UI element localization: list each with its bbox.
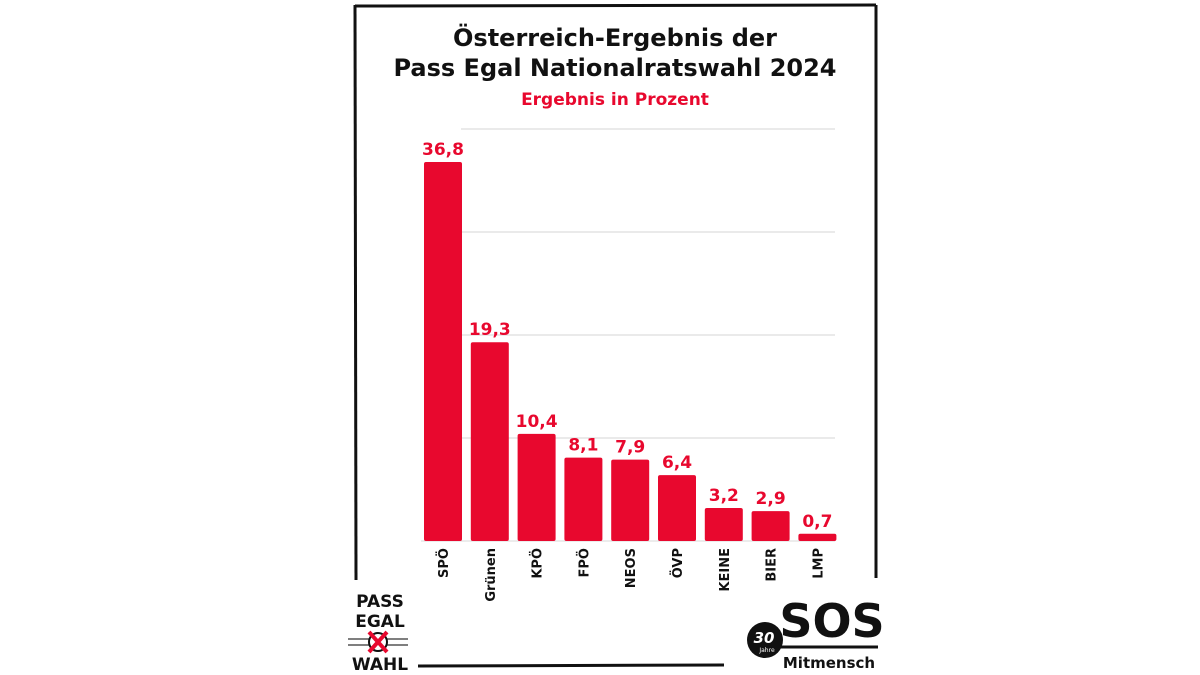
category-label: LMP xyxy=(811,548,826,579)
data-label: 3,2 xyxy=(709,486,739,506)
category-label: ÖVP xyxy=(670,548,686,578)
category-label: NEOS xyxy=(624,548,639,588)
chart-title-line-1: Österreich-Ergebnis der xyxy=(453,22,777,52)
logo-egal: EGAL xyxy=(355,612,405,632)
logo-pass: PASS xyxy=(356,592,404,612)
data-label: 2,9 xyxy=(756,489,786,509)
chart-title-line-2: Pass Egal Nationalratswahl 2024 xyxy=(393,54,836,82)
bar-Grünen xyxy=(470,342,509,541)
data-label: 8,1 xyxy=(568,436,598,456)
data-label: 6,4 xyxy=(662,453,692,473)
logo-sos: SOS xyxy=(779,594,884,648)
data-label: 19,3 xyxy=(469,320,511,340)
bar-BIER xyxy=(751,511,790,541)
frame-bottom xyxy=(417,663,725,668)
category-label: KPÖ xyxy=(530,548,546,579)
data-label: 10,4 xyxy=(516,412,558,432)
bar-ÖVP xyxy=(658,475,696,541)
bar-NEOS xyxy=(611,459,650,541)
sos-mitmensch-logo: SOS 30 Jahre Mitmensch xyxy=(747,594,885,672)
bar-FPÖ xyxy=(564,457,603,541)
data-label: 36,8 xyxy=(422,140,464,160)
category-label: KEINE xyxy=(718,548,733,592)
chart-subtitle: Ergebnis in Prozent xyxy=(521,90,709,110)
bar-SPÖ xyxy=(424,161,462,541)
logo-mitmensch: Mitmensch xyxy=(783,654,875,672)
category-label: SPÖ xyxy=(436,548,452,578)
cross-icon xyxy=(367,630,389,654)
logo-wahl: WAHL xyxy=(352,655,408,675)
data-label: 7,9 xyxy=(615,438,645,458)
frame-left xyxy=(353,4,358,581)
category-label: FPÖ xyxy=(576,548,592,577)
badge-text: Jahre xyxy=(758,647,775,654)
anniversary-badge xyxy=(747,622,783,658)
frame-top xyxy=(354,3,877,8)
bars: 36,8 SPÖ 19,3 Grünen 10,4 KPÖ 8,1 FPÖ 7,9 NEOS 6,4… xyxy=(422,140,837,602)
category-label: BIER xyxy=(765,548,780,582)
bar-KEINE xyxy=(704,508,743,541)
frame xyxy=(353,3,878,668)
pass-egal-logo: PASS EGAL WAHL xyxy=(348,592,408,675)
bar-LMP xyxy=(798,533,837,541)
badge-number: 30 xyxy=(754,629,775,647)
bar-KPÖ xyxy=(517,433,556,541)
data-label: 0,7 xyxy=(802,512,832,532)
category-label: Grünen xyxy=(484,548,499,602)
